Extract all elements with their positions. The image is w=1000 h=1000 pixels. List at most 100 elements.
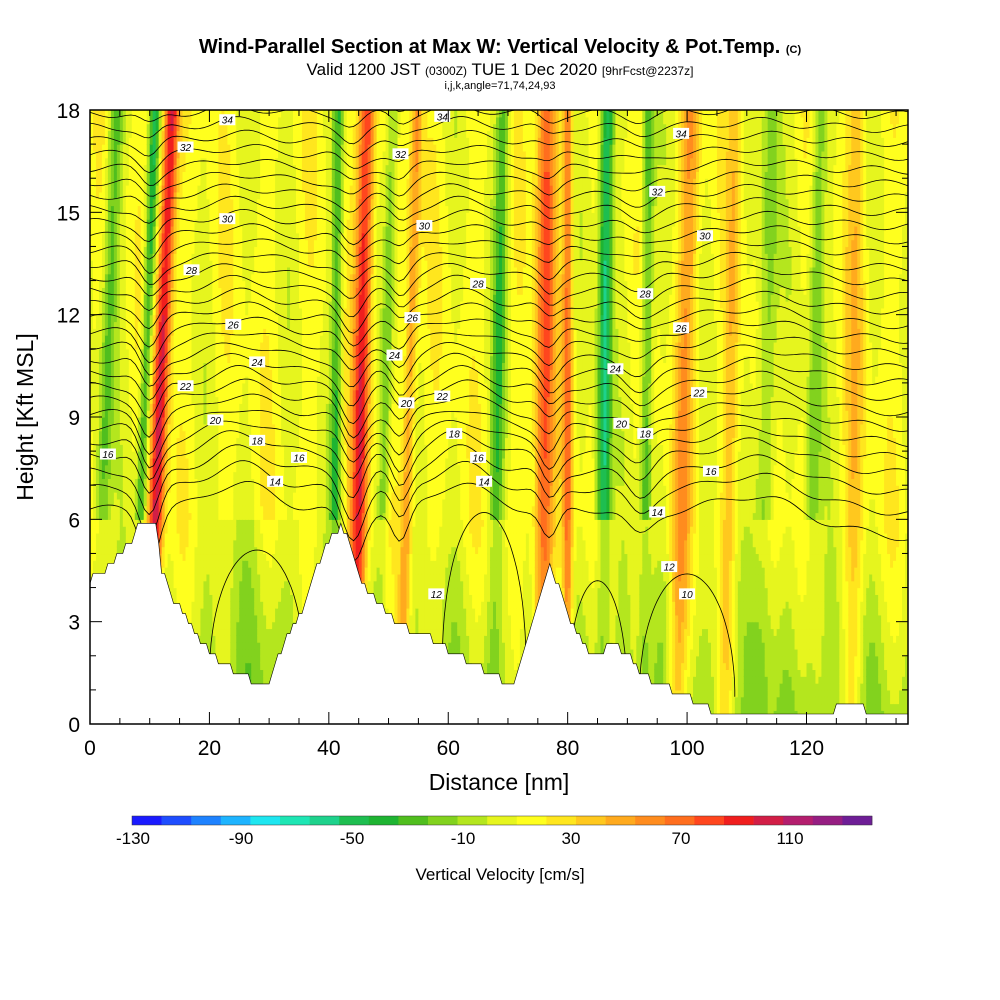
velocity-cell <box>104 219 109 227</box>
velocity-cell <box>107 403 112 411</box>
velocity-cell <box>122 307 127 316</box>
velocity-cell <box>104 396 109 404</box>
velocity-cell <box>131 137 136 145</box>
velocity-cell <box>113 287 118 295</box>
velocity-cell <box>98 376 103 384</box>
velocity-cell <box>98 464 103 473</box>
velocity-cell <box>128 137 133 145</box>
velocity-cell <box>125 239 130 248</box>
velocity-cell <box>134 266 139 275</box>
velocity-cell <box>149 423 154 432</box>
velocity-cell <box>137 430 142 439</box>
velocity-cell <box>110 239 115 248</box>
velocity-cell <box>149 376 154 384</box>
velocity-cell <box>149 348 154 357</box>
velocity-cell <box>131 485 136 493</box>
velocity-cell <box>101 382 106 391</box>
velocity-cell <box>128 369 133 377</box>
velocity-cell <box>116 205 121 213</box>
velocity-cell <box>104 137 109 145</box>
velocity-cell <box>143 191 148 200</box>
velocity-cell <box>113 444 118 452</box>
velocity-cell <box>119 539 124 548</box>
velocity-cell <box>137 348 142 357</box>
velocity-cell <box>122 403 127 411</box>
velocity-cell <box>92 362 97 370</box>
velocity-cell <box>107 423 112 432</box>
velocity-cell <box>104 287 109 295</box>
velocity-cell <box>131 225 136 234</box>
velocity-cell <box>92 553 97 561</box>
velocity-cell <box>122 294 127 302</box>
velocity-cell <box>122 205 127 213</box>
velocity-cell <box>104 144 109 152</box>
velocity-cell <box>98 505 103 514</box>
velocity-cell <box>122 144 127 152</box>
velocity-cell <box>113 464 118 473</box>
velocity-cell <box>119 519 124 527</box>
velocity-cell <box>92 150 97 159</box>
velocity-cell <box>122 185 127 193</box>
velocity-cell <box>131 492 136 500</box>
velocity-cell <box>146 376 151 384</box>
velocity-cell <box>113 341 118 350</box>
velocity-cell <box>107 355 112 364</box>
velocity-cell <box>90 505 94 514</box>
velocity-cell <box>107 396 112 404</box>
velocity-cell <box>98 150 103 159</box>
velocity-cell <box>146 321 151 329</box>
velocity-cell <box>143 239 148 248</box>
velocity-cell <box>101 526 106 534</box>
velocity-cell <box>107 341 112 350</box>
velocity-cell <box>101 253 106 261</box>
velocity-cell <box>131 150 136 159</box>
velocity-cell <box>110 150 115 159</box>
velocity-cell <box>137 423 142 432</box>
velocity-cell <box>140 314 145 323</box>
velocity-cell <box>128 478 133 486</box>
velocity-cell <box>104 212 109 220</box>
velocity-cell <box>90 294 94 302</box>
velocity-cell <box>104 191 109 200</box>
velocity-cell <box>119 430 124 439</box>
velocity-cell <box>119 123 124 132</box>
velocity-cell <box>90 164 94 172</box>
velocity-cell <box>95 457 100 466</box>
velocity-cell <box>125 355 130 364</box>
velocity-cell <box>101 437 106 445</box>
velocity-cell <box>110 369 115 377</box>
velocity-cell <box>98 498 103 507</box>
velocity-cell <box>119 403 124 411</box>
velocity-cell <box>110 212 115 220</box>
velocity-cell <box>98 526 103 534</box>
velocity-cell <box>98 307 103 316</box>
velocity-cell <box>107 191 112 200</box>
velocity-cell <box>134 164 139 172</box>
velocity-cell <box>119 225 124 234</box>
velocity-cell <box>143 294 148 302</box>
valid-utc: (0300Z) <box>425 64 467 78</box>
velocity-cell <box>143 341 148 350</box>
velocity-cell <box>107 123 112 132</box>
velocity-cell <box>122 198 127 207</box>
velocity-cell <box>146 362 151 370</box>
velocity-cell <box>110 539 115 548</box>
velocity-cell <box>116 116 121 125</box>
velocity-cell <box>146 273 151 282</box>
velocity-cell <box>137 485 142 493</box>
velocity-cell <box>98 144 103 152</box>
velocity-cell <box>128 260 133 268</box>
velocity-cell <box>131 369 136 377</box>
valid-prefix: Valid 1200 JST <box>307 60 421 79</box>
velocity-cell <box>116 266 121 275</box>
velocity-cell <box>104 301 109 309</box>
velocity-cell <box>131 205 136 213</box>
velocity-cell <box>137 253 142 261</box>
velocity-cell <box>140 185 145 193</box>
velocity-cell <box>95 430 100 439</box>
velocity-cell <box>137 376 142 384</box>
velocity-cell <box>146 198 151 207</box>
velocity-cell <box>146 239 151 248</box>
velocity-cell <box>122 137 127 145</box>
velocity-cell <box>140 403 145 411</box>
